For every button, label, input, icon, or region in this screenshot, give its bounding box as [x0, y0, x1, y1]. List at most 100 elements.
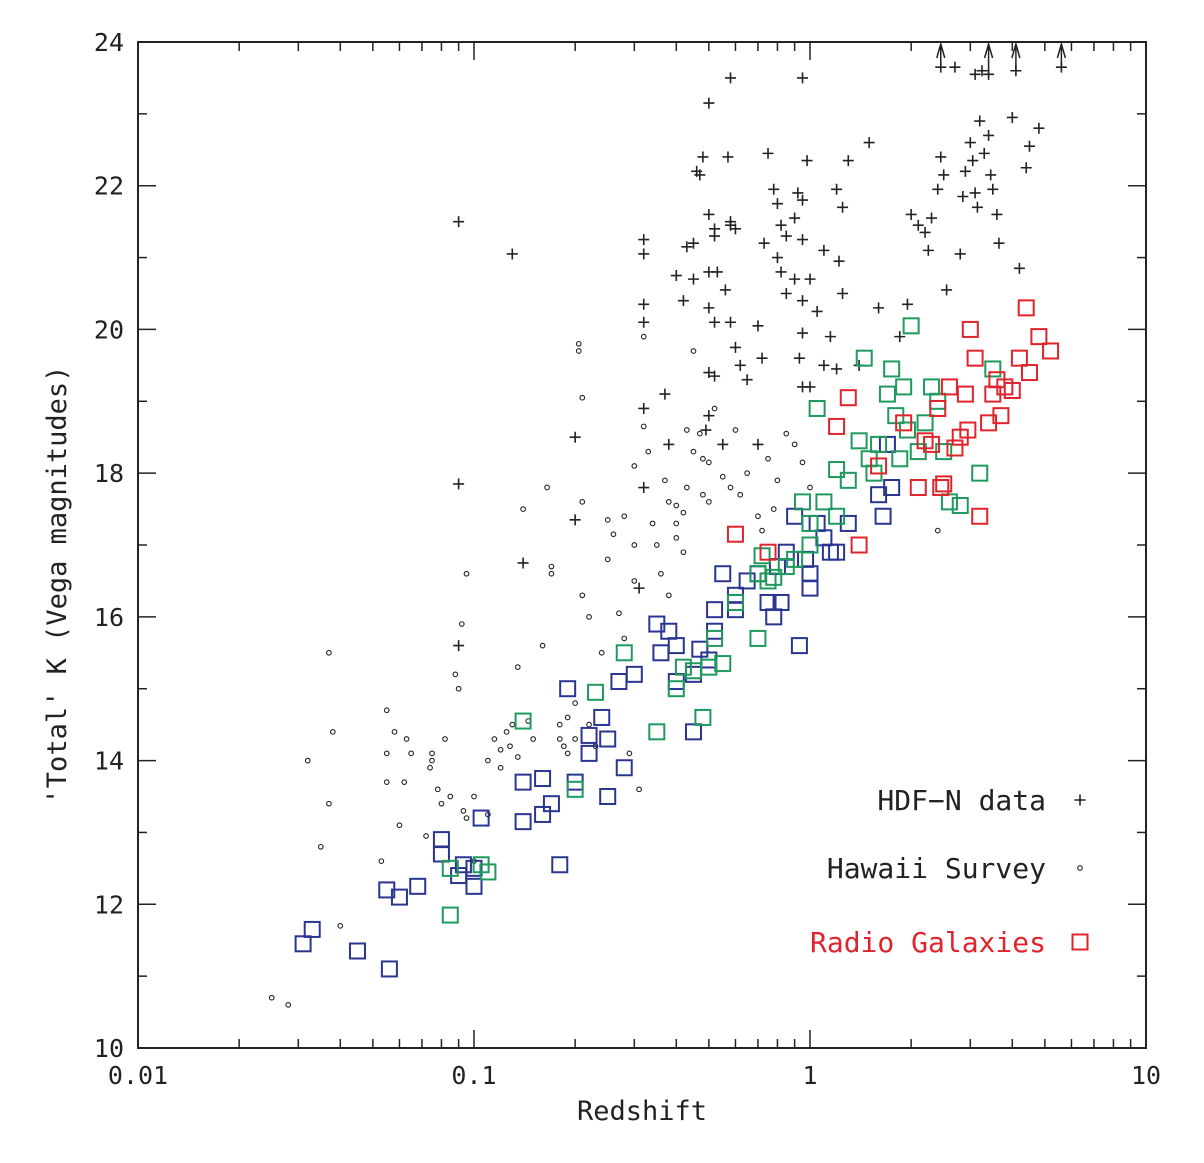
legend-label: Radio Galaxies: [810, 926, 1046, 959]
data-point: [638, 317, 649, 328]
series-radio-galaxies-green-: [443, 318, 1001, 922]
data-point: [701, 456, 706, 461]
data-point: [382, 961, 397, 976]
data-point: [580, 395, 585, 400]
data-point: [617, 760, 632, 775]
data-point: [703, 302, 714, 313]
data-point: [906, 209, 917, 220]
data-point: [580, 593, 585, 598]
data-point: [703, 209, 714, 220]
data-point: [379, 859, 384, 864]
data-point: [776, 220, 787, 231]
data-point: [552, 857, 567, 872]
data-point: [768, 184, 779, 195]
data-point: [443, 908, 458, 923]
data-point: [709, 223, 720, 234]
data-point: [453, 478, 464, 489]
data-point: [972, 466, 987, 481]
data-point: [892, 451, 907, 466]
data-point: [949, 62, 960, 73]
data-point: [659, 389, 670, 400]
data-point: [605, 518, 610, 523]
data-point: [837, 202, 848, 213]
data-point: [987, 184, 998, 195]
data-point: [810, 401, 825, 416]
data-point: [707, 460, 712, 465]
data-point: [923, 245, 934, 256]
data-point: [430, 758, 435, 763]
data-point: [638, 234, 649, 245]
data-point: [1007, 112, 1018, 123]
data-point: [557, 722, 562, 727]
lower-limit-arrow: [985, 44, 993, 74]
data-point: [803, 538, 818, 553]
data-point: [742, 374, 753, 385]
data-point: [797, 234, 808, 245]
data-point: [918, 415, 933, 430]
data-point: [587, 615, 592, 620]
data-point: [1043, 343, 1058, 358]
data-point: [518, 557, 529, 568]
series-radio-galaxies-z-1-: [728, 300, 1058, 559]
data-point: [350, 943, 365, 958]
data-point: [985, 169, 996, 180]
data-point: [843, 155, 854, 166]
data-point: [560, 681, 575, 696]
data-point: [841, 390, 856, 405]
data-point: [600, 789, 615, 804]
data-point: [974, 116, 985, 127]
data-point: [678, 295, 689, 306]
data-point: [576, 342, 581, 347]
data-point: [588, 685, 603, 700]
data-point: [439, 801, 444, 806]
data-point: [1031, 329, 1046, 344]
data-point: [599, 650, 604, 655]
data-point: [852, 433, 867, 448]
data-point: [968, 351, 983, 366]
data-point: [486, 758, 491, 763]
data-point: [776, 266, 787, 277]
data-point: [424, 834, 429, 839]
data-point: [1022, 365, 1037, 380]
data-point: [669, 638, 684, 653]
lower-limit-arrow: [1057, 44, 1065, 67]
data-point: [760, 528, 765, 533]
axis-ticks: [138, 42, 1146, 1048]
data-point: [829, 462, 844, 477]
data-point: [993, 238, 1004, 249]
data-point: [565, 715, 570, 720]
data-point: [464, 571, 469, 576]
data-point: [434, 832, 449, 847]
data-point: [818, 245, 829, 256]
y-tick-label: 20: [94, 315, 124, 344]
data-point: [823, 545, 838, 560]
data-point: [831, 184, 842, 195]
data-point: [638, 299, 649, 310]
data-point: [338, 924, 343, 929]
data-point: [938, 169, 949, 180]
data-point: [453, 672, 458, 677]
data-point: [305, 758, 310, 763]
data-point: [627, 667, 642, 682]
data-point: [565, 751, 570, 756]
data-point: [638, 403, 649, 414]
legend: HDF−N dataHawaii SurveyRadio Galaxies: [810, 784, 1088, 959]
data-point: [942, 379, 957, 394]
data-point: [957, 191, 968, 202]
data-point: [671, 270, 682, 281]
data-point: [812, 306, 823, 317]
data-point: [797, 195, 808, 206]
data-point: [685, 428, 690, 433]
data-point: [573, 737, 578, 742]
data-point: [789, 274, 800, 285]
data-point: [435, 787, 440, 792]
series-hawaii-survey: [269, 334, 940, 1007]
data-point: [803, 566, 818, 581]
data-point: [580, 500, 585, 505]
data-point: [789, 213, 800, 224]
data-point: [873, 302, 884, 313]
data-point: [920, 227, 931, 238]
data-point: [763, 148, 774, 159]
y-tick-label: 22: [94, 172, 124, 201]
data-point: [808, 485, 813, 490]
